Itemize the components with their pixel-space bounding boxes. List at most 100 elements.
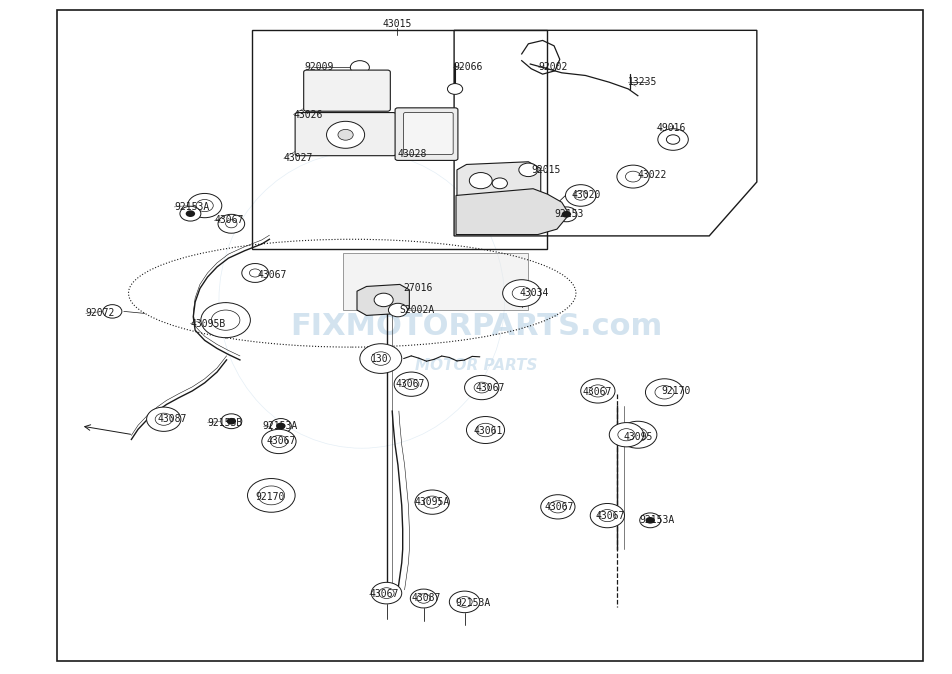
- Circle shape: [619, 421, 657, 448]
- Circle shape: [379, 588, 394, 599]
- Circle shape: [541, 495, 575, 519]
- Circle shape: [258, 486, 285, 505]
- Circle shape: [188, 193, 222, 218]
- Circle shape: [466, 417, 505, 443]
- Circle shape: [645, 379, 684, 406]
- Text: 92153A: 92153A: [455, 598, 490, 607]
- FancyBboxPatch shape: [395, 108, 458, 160]
- Text: 92066: 92066: [453, 63, 483, 72]
- Circle shape: [492, 178, 507, 189]
- Text: 43061: 43061: [473, 427, 503, 436]
- Circle shape: [628, 428, 647, 441]
- Circle shape: [262, 429, 296, 454]
- Text: 13235: 13235: [628, 78, 658, 87]
- Circle shape: [410, 589, 437, 608]
- Text: 27016: 27016: [404, 283, 433, 293]
- Polygon shape: [457, 162, 541, 202]
- FancyBboxPatch shape: [295, 113, 396, 156]
- Circle shape: [581, 379, 615, 403]
- Text: 92153A: 92153A: [263, 421, 298, 431]
- Text: 43020: 43020: [571, 191, 601, 200]
- Text: 43087: 43087: [157, 415, 187, 424]
- Circle shape: [249, 269, 261, 277]
- Circle shape: [180, 206, 201, 221]
- Text: 92153A: 92153A: [174, 202, 209, 212]
- Text: 43067: 43067: [545, 502, 574, 512]
- Text: 92170: 92170: [662, 386, 691, 396]
- Text: 92170: 92170: [255, 493, 285, 502]
- Circle shape: [457, 596, 472, 607]
- Circle shape: [645, 517, 655, 524]
- Circle shape: [218, 214, 245, 233]
- Text: 43095: 43095: [624, 432, 653, 441]
- Text: 43095B: 43095B: [190, 319, 226, 328]
- Text: 43034: 43034: [520, 288, 549, 298]
- Circle shape: [476, 423, 495, 437]
- Text: 43067: 43067: [257, 270, 287, 280]
- Circle shape: [658, 129, 688, 150]
- Text: FIXMOTORPARTS.com: FIXMOTORPARTS.com: [289, 312, 663, 342]
- Circle shape: [186, 210, 195, 217]
- Circle shape: [512, 286, 531, 300]
- Circle shape: [589, 385, 606, 397]
- Text: 92153: 92153: [554, 210, 584, 219]
- Circle shape: [625, 171, 641, 182]
- Circle shape: [147, 407, 181, 431]
- Text: 43087: 43087: [411, 593, 441, 603]
- Circle shape: [242, 264, 268, 282]
- Text: 43067: 43067: [369, 590, 399, 599]
- Circle shape: [221, 414, 242, 429]
- Text: 43026: 43026: [293, 110, 323, 119]
- Circle shape: [371, 582, 402, 604]
- Circle shape: [549, 501, 566, 513]
- Text: 43095A: 43095A: [414, 497, 449, 507]
- Circle shape: [424, 496, 441, 508]
- Circle shape: [599, 510, 616, 522]
- Circle shape: [449, 591, 480, 613]
- Circle shape: [618, 429, 635, 441]
- Text: 92153B: 92153B: [208, 418, 243, 427]
- Text: 43027: 43027: [284, 154, 313, 163]
- Circle shape: [565, 185, 596, 206]
- Circle shape: [338, 129, 353, 140]
- Circle shape: [394, 372, 428, 396]
- Circle shape: [503, 280, 541, 307]
- Text: MOTOR PARTS: MOTOR PARTS: [415, 358, 537, 373]
- Circle shape: [248, 479, 295, 512]
- Text: 92009: 92009: [305, 63, 334, 72]
- Circle shape: [155, 413, 172, 425]
- Circle shape: [388, 303, 407, 317]
- Circle shape: [415, 490, 449, 514]
- Text: 43067: 43067: [395, 379, 425, 389]
- Text: 43067: 43067: [476, 383, 506, 392]
- Circle shape: [574, 191, 587, 200]
- Circle shape: [374, 293, 393, 307]
- Circle shape: [404, 379, 419, 390]
- Text: 43067: 43067: [595, 511, 625, 520]
- Text: 43067: 43067: [583, 388, 612, 397]
- Circle shape: [201, 303, 250, 338]
- Text: 43067: 43067: [214, 216, 244, 225]
- Text: 43067: 43067: [267, 437, 296, 446]
- Text: 49016: 49016: [657, 123, 686, 133]
- Polygon shape: [357, 284, 409, 315]
- Circle shape: [270, 435, 288, 448]
- Circle shape: [465, 375, 499, 400]
- Circle shape: [469, 173, 492, 189]
- Circle shape: [350, 61, 369, 74]
- FancyBboxPatch shape: [304, 70, 390, 111]
- Circle shape: [227, 418, 236, 425]
- Circle shape: [226, 220, 237, 228]
- Circle shape: [655, 386, 674, 399]
- Circle shape: [196, 200, 213, 212]
- Text: 92002: 92002: [538, 63, 567, 72]
- Text: 43022: 43022: [638, 171, 667, 180]
- Circle shape: [270, 419, 291, 433]
- Circle shape: [666, 135, 680, 144]
- Circle shape: [447, 84, 463, 94]
- Text: 43015: 43015: [383, 19, 411, 28]
- Bar: [343, 253, 528, 310]
- Text: 43028: 43028: [398, 149, 427, 158]
- Text: 92072: 92072: [86, 309, 115, 318]
- Circle shape: [371, 352, 390, 365]
